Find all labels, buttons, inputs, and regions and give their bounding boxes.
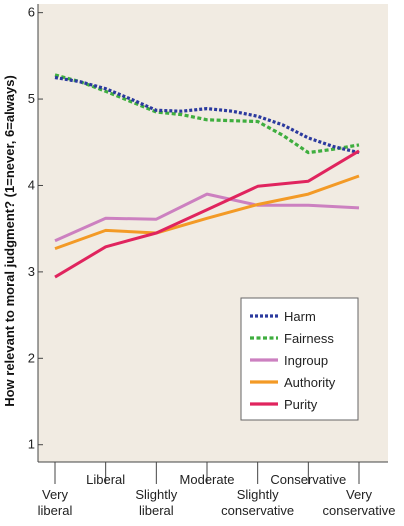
legend-label-fairness: Fairness <box>284 331 334 346</box>
y-tick-label: 2 <box>28 350 35 365</box>
legend-label-purity: Purity <box>284 397 318 412</box>
y-axis: 1 2 3 4 5 6 <box>28 4 43 462</box>
legend-label-authority: Authority <box>284 375 336 390</box>
y-tick-label: 1 <box>28 437 35 452</box>
x-category-label: liberal <box>38 503 73 518</box>
y-tick-label: 3 <box>28 264 35 279</box>
x-category-label: Very <box>42 487 69 502</box>
x-axis: VeryliberalLiberalSlightlyliberalModerat… <box>38 461 396 518</box>
series-lines <box>54 73 360 279</box>
x-category-label: Conservative <box>270 472 346 487</box>
x-category-label: liberal <box>139 503 174 518</box>
legend-label-ingroup: Ingroup <box>284 353 328 368</box>
legend-label-harm: Harm <box>284 309 316 324</box>
series-line-fairness <box>54 73 360 155</box>
y-tick-label: 6 <box>28 5 35 20</box>
x-category-label: Slightly <box>237 487 279 502</box>
y-tick-label: 4 <box>28 177 35 192</box>
x-category-label: Very <box>346 487 373 502</box>
y-tick-label: 5 <box>28 91 35 106</box>
series-line-ingroup <box>54 192 360 243</box>
series-line-harm <box>54 75 360 155</box>
y-axis-label: How relevant to moral judgment? (1=never… <box>2 75 17 407</box>
x-category-label: Liberal <box>86 472 125 487</box>
x-category-label: Slightly <box>135 487 177 502</box>
series-line-authority <box>54 174 360 251</box>
x-category-label: conservative <box>323 503 396 518</box>
legend: Harm Fairness Ingroup Authority Purity <box>240 297 359 421</box>
series-line-purity <box>54 149 360 279</box>
x-category-label: conservative <box>221 503 294 518</box>
x-category-label: Moderate <box>180 472 235 487</box>
